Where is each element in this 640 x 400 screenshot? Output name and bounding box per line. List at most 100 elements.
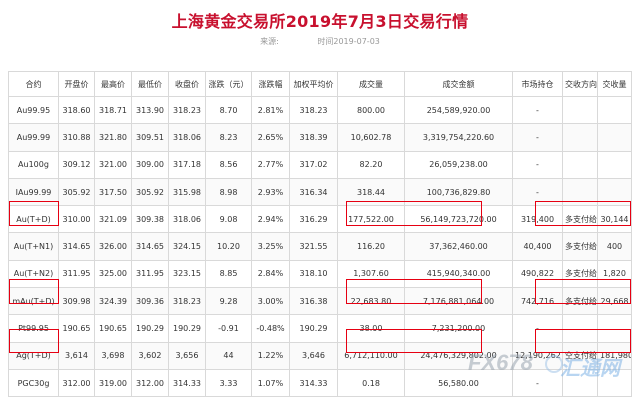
contract-cell: Au100g: [8, 150, 59, 179]
table-cell: 190.65: [58, 314, 95, 343]
time-label: 时间: [317, 37, 334, 46]
table-cell: 3.25%: [251, 232, 290, 261]
table-cell: 318.10: [289, 259, 338, 289]
table-cell: -: [512, 123, 563, 152]
table-cell: 56,149,723,720.00: [404, 205, 513, 234]
contract-cell: Pt99.95: [8, 314, 59, 343]
column-header: 涨跌幅: [251, 71, 290, 97]
table-cell: 181,980: [597, 341, 632, 370]
table-cell: [597, 314, 632, 343]
column-header: 最高价: [94, 71, 132, 97]
table-cell: -: [512, 314, 563, 343]
table-row: Au100g 309.12 321.00 309.00 317.18 8.56 2.77% 3…: [8, 150, 632, 179]
table-cell: 1.22%: [251, 341, 290, 370]
table-cell: 1,820: [597, 259, 632, 289]
table-cell: 311.95: [131, 259, 169, 289]
table-cell: 190.29: [131, 314, 169, 343]
table-cell: 116.20: [337, 232, 405, 261]
table-cell: 305.92: [58, 177, 95, 207]
header-row: 合约 开盘价 最高价 最低价 收盘价 涨跌（元） 涨跌幅 加权平均价 成交量 成交金额 市场持仓 交收…: [8, 71, 632, 97]
table-cell: 24,476,329,802.00: [404, 341, 513, 370]
table-cell: 254,589,920.00: [404, 95, 513, 125]
contract-cell: Au(T+N1): [8, 232, 59, 261]
table-cell: 317.02: [289, 150, 338, 179]
table-cell: 321.55: [289, 232, 338, 261]
table-cell: 100,736,829.80: [404, 177, 513, 207]
table-row: Ag(T+D) 3,614 3,698 3,602 3,656 44 1.22% 3,646 6…: [8, 341, 632, 370]
table-body: Au99.95 318.60 318.71 313.90 318.23 8.70 2.81%…: [8, 95, 632, 398]
table-cell: 310.00: [58, 205, 95, 234]
table-row: Au99.99 310.88 321.80 309.51 318.06 8.23 2.65%…: [8, 123, 632, 152]
table-cell: 190.65: [94, 314, 132, 343]
table-cell: 8.85: [205, 259, 252, 289]
column-header: 加权平均价: [289, 71, 338, 97]
table-cell: 10,602.78: [337, 123, 405, 152]
table-cell: 2.84%: [251, 259, 290, 289]
table-row: Au(T+D) 310.00 321.09 309.38 318.06 9.08 2.94%…: [8, 205, 632, 234]
table-cell: 311.95: [58, 259, 95, 289]
table-cell: 742,716: [512, 287, 563, 316]
table-cell: 29,668: [597, 287, 632, 316]
table-cell: 3,319,754,220.60: [404, 123, 513, 152]
table-cell: 318.06: [168, 123, 206, 152]
table-cell: 321.00: [94, 150, 132, 179]
table-cell: 315.98: [168, 177, 206, 207]
table-cell: 190.29: [289, 314, 338, 343]
table-cell: 82.20: [337, 150, 405, 179]
table-cell: -: [512, 368, 563, 398]
contract-cell: Au99.95: [8, 95, 59, 125]
table-cell: 22,683.80: [337, 287, 405, 316]
table-cell: 8.98: [205, 177, 252, 207]
table-row: Au(T+N1) 314.65 326.00 314.65 324.15 10.20 3.2…: [8, 232, 632, 261]
table-cell: 309.38: [131, 205, 169, 234]
table-cell: 空支付给多: [562, 341, 598, 370]
table-cell: [597, 123, 632, 152]
table-cell: 3.00%: [251, 287, 290, 316]
table-cell: 317.50: [94, 177, 132, 207]
column-header: 合约: [8, 71, 59, 97]
table-cell: 8.56: [205, 150, 252, 179]
table-cell: 44: [205, 341, 252, 370]
table-cell: 40,400: [512, 232, 563, 261]
table-cell: 314.65: [131, 232, 169, 261]
table-cell: 1.07%: [251, 368, 290, 398]
table-cell: 多支付给空: [562, 232, 598, 261]
source-label: 来源:: [260, 37, 279, 46]
table-cell: 多支付给空: [562, 205, 598, 234]
table-cell: -0.91: [205, 314, 252, 343]
table-cell: [597, 368, 632, 398]
table-cell: 38.00: [337, 314, 405, 343]
table-cell: 3.33: [205, 368, 252, 398]
table-cell: [562, 150, 598, 179]
column-header: 最低价: [131, 71, 169, 97]
table-cell: 318.60: [58, 95, 95, 125]
table-cell: [562, 123, 598, 152]
column-header: 市场持仓: [512, 71, 563, 97]
table-cell: [562, 314, 598, 343]
table-cell: [597, 95, 632, 125]
table-cell: 314.65: [58, 232, 95, 261]
table-row: PGC30g 312.00 319.00 312.00 314.33 3.33 1.07% 3…: [8, 368, 632, 398]
table-cell: 316.29: [289, 205, 338, 234]
column-header: 交收量: [597, 71, 632, 97]
table-cell: 318.39: [289, 123, 338, 152]
table-cell: 415,940,340.00: [404, 259, 513, 289]
table-cell: 325.00: [94, 259, 132, 289]
column-header: 成交量: [337, 71, 405, 97]
column-header: 收盘价: [168, 71, 206, 97]
table-cell: 309.51: [131, 123, 169, 152]
table-cell: 9.28: [205, 287, 252, 316]
table-cell: 305.92: [131, 177, 169, 207]
table-cell: 324.15: [168, 232, 206, 261]
table-cell: [597, 177, 632, 207]
table-cell: 309.00: [131, 150, 169, 179]
table-cell: [597, 150, 632, 179]
table-cell: 9.08: [205, 205, 252, 234]
table-cell: 318.23: [168, 287, 206, 316]
table-cell: 318.44: [337, 177, 405, 207]
table-cell: [562, 95, 598, 125]
table-cell: 6,712,110.00: [337, 341, 405, 370]
table-cell: 490,822: [512, 259, 563, 289]
table-cell: 318.23: [168, 95, 206, 125]
table-cell: 323.15: [168, 259, 206, 289]
